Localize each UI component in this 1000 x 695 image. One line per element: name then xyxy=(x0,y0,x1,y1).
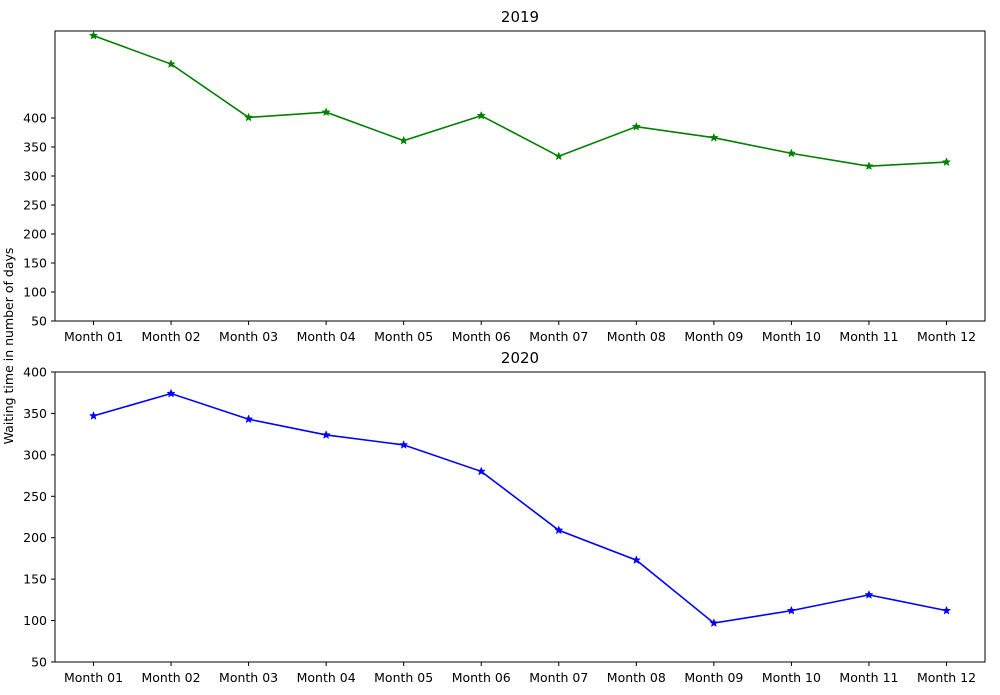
x-tick-label: Month 03 xyxy=(219,670,278,685)
x-tick-label: Month 05 xyxy=(374,670,433,685)
y-tick-label: 250 xyxy=(23,489,47,504)
x-tick-label: Month 04 xyxy=(297,329,356,344)
chart-title: 2019 xyxy=(501,8,539,26)
x-tick-label: Month 07 xyxy=(529,329,588,344)
y-tick-label: 250 xyxy=(23,198,47,213)
data-point-marker xyxy=(321,430,331,439)
x-tick-label: Month 06 xyxy=(452,329,511,344)
data-point-marker xyxy=(476,110,486,120)
data-point-marker xyxy=(321,107,331,117)
x-tick-label: Month 10 xyxy=(762,670,821,685)
x-tick-label: Month 08 xyxy=(607,670,666,685)
y-tick-label: 150 xyxy=(23,572,47,587)
x-tick-label: Month 04 xyxy=(297,670,356,685)
y-tick-label: 150 xyxy=(23,256,47,271)
chart-2020: 2020 50 100 150 200 250 300 350 400 Month 01 Month… xyxy=(23,349,986,685)
data-point-marker xyxy=(941,157,952,167)
y-tick-label: 50 xyxy=(31,314,47,329)
y-tick-label: 300 xyxy=(23,447,47,462)
y-tick-label: 350 xyxy=(23,406,47,421)
x-tick-label: Month 02 xyxy=(142,670,201,685)
x-tick-label: Month 01 xyxy=(64,670,123,685)
y-tick-label: 400 xyxy=(23,111,47,126)
data-point-marker xyxy=(786,148,797,158)
data-point-marker xyxy=(399,440,409,449)
data-point-marker xyxy=(631,555,641,565)
chart-title: 2020 xyxy=(501,349,539,367)
data-point-marker xyxy=(941,605,952,615)
data-point-marker xyxy=(554,151,564,161)
x-tick-label: Month 01 xyxy=(64,329,123,344)
y-tick-label: 100 xyxy=(23,613,47,628)
chart-2019: 2019 50 100 150 200 250 300 350 400 Month 01 Month… xyxy=(23,8,986,344)
y-tick-label: 300 xyxy=(23,169,47,184)
x-tick-label: Month 09 xyxy=(684,329,743,344)
data-point-marker xyxy=(399,135,409,145)
data-point-marker xyxy=(631,121,641,131)
y-tick-label: 200 xyxy=(23,227,47,242)
x-tick-label: Month 12 xyxy=(917,670,976,685)
x-tick-label: Month 06 xyxy=(452,670,511,685)
data-point-marker xyxy=(166,388,176,398)
x-tick-label: Month 07 xyxy=(529,670,588,685)
x-tick-label: Month 10 xyxy=(762,329,821,344)
data-point-marker xyxy=(476,466,486,476)
x-tick-label: Month 03 xyxy=(219,329,278,344)
data-point-marker xyxy=(166,59,176,69)
data-point-marker xyxy=(88,411,99,420)
x-tick-label: Month 11 xyxy=(839,670,898,685)
y-tick-label: 400 xyxy=(23,365,47,380)
series-line xyxy=(93,34,947,167)
x-tick-label: Month 05 xyxy=(374,329,433,344)
axes-frame xyxy=(54,30,986,322)
x-tick-label: Month 08 xyxy=(607,329,666,344)
y-tick-label: 350 xyxy=(23,140,47,155)
y-axis-label: Waiting time in number of days xyxy=(1,248,16,445)
x-tick-label: Month 12 xyxy=(917,329,976,344)
data-point-marker xyxy=(243,414,254,424)
x-tick-label: Month 11 xyxy=(839,329,898,344)
data-point-marker xyxy=(864,161,874,171)
y-tick-label: 50 xyxy=(31,655,47,670)
data-point-marker xyxy=(864,589,874,599)
data-point-marker xyxy=(709,618,719,628)
data-point-marker xyxy=(243,112,254,122)
axes-frame xyxy=(54,371,986,663)
data-point-marker xyxy=(709,132,719,142)
series-line xyxy=(93,392,947,624)
data-point-marker xyxy=(88,30,99,40)
x-tick-label: Month 02 xyxy=(142,329,201,344)
data-point-marker xyxy=(554,525,564,535)
data-point-marker xyxy=(786,605,797,615)
y-tick-label: 100 xyxy=(23,285,47,300)
x-tick-label: Month 09 xyxy=(684,670,743,685)
y-tick-label: 200 xyxy=(23,530,47,545)
